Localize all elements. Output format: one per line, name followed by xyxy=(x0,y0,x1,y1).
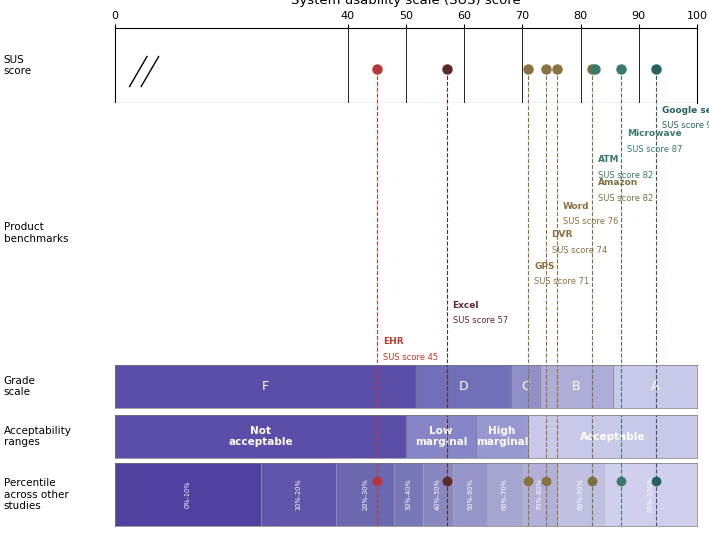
Text: Acceptability
ranges: Acceptability ranges xyxy=(4,426,72,447)
Text: DVR: DVR xyxy=(552,231,573,240)
Text: Not
acceptable: Not acceptable xyxy=(228,426,293,447)
Bar xyxy=(557,463,604,526)
X-axis label: System usability scale (SUS) score: System usability scale (SUS) score xyxy=(291,0,521,7)
Bar xyxy=(510,365,540,408)
Bar xyxy=(406,415,476,458)
Text: 40%-50%: 40%-50% xyxy=(435,478,441,511)
Text: A: A xyxy=(651,380,659,393)
Text: C: C xyxy=(521,380,530,393)
Text: SUS score 82: SUS score 82 xyxy=(598,194,653,203)
Bar xyxy=(528,415,697,458)
Bar xyxy=(452,463,488,526)
Bar xyxy=(115,415,406,458)
Bar xyxy=(416,365,510,408)
Bar xyxy=(523,463,557,526)
Text: SUS score 76: SUS score 76 xyxy=(563,217,618,226)
Text: 0%-10%: 0%-10% xyxy=(185,481,191,508)
Text: SUS score 93: SUS score 93 xyxy=(662,121,709,130)
Text: EHR: EHR xyxy=(383,337,403,346)
Text: Acceptable: Acceptable xyxy=(580,431,645,442)
Text: B: B xyxy=(572,380,581,393)
Text: SUS score 74: SUS score 74 xyxy=(552,246,607,255)
Text: Microwave: Microwave xyxy=(627,129,682,138)
Text: SUS score 82: SUS score 82 xyxy=(598,170,653,179)
Bar xyxy=(336,463,394,526)
Text: ATM: ATM xyxy=(598,155,620,164)
Bar xyxy=(115,463,260,526)
Text: High
marginal: High marginal xyxy=(476,426,528,447)
Text: 60%-70%: 60%-70% xyxy=(502,478,508,511)
Text: D: D xyxy=(459,380,468,393)
Text: SUS score 87: SUS score 87 xyxy=(627,145,683,154)
Text: SUS
score: SUS score xyxy=(4,54,32,76)
Text: Grade
scale: Grade scale xyxy=(4,376,35,397)
Text: F: F xyxy=(262,380,269,393)
Text: 30%-40%: 30%-40% xyxy=(406,478,412,511)
Text: GPS: GPS xyxy=(534,262,554,271)
Bar xyxy=(476,415,528,458)
Text: 70%-80%: 70%-80% xyxy=(537,478,543,511)
Text: 80%-90%: 80%-90% xyxy=(578,478,584,511)
Text: SUS score 45: SUS score 45 xyxy=(383,352,438,362)
Bar xyxy=(115,365,416,408)
Bar xyxy=(260,463,336,526)
Text: 50%-60%: 50%-60% xyxy=(467,478,473,511)
Text: Low
marginal: Low marginal xyxy=(415,426,467,447)
Text: Google search: Google search xyxy=(662,106,709,115)
Bar xyxy=(423,463,452,526)
Text: 10%-20%: 10%-20% xyxy=(296,478,301,511)
Text: Excel: Excel xyxy=(452,301,479,310)
Text: SUS score 57: SUS score 57 xyxy=(452,316,508,325)
Text: 20%-30%: 20%-30% xyxy=(362,478,368,511)
Text: Amazon: Amazon xyxy=(598,178,638,187)
Text: Word: Word xyxy=(563,202,590,211)
Bar xyxy=(488,463,523,526)
Text: Percentile
across other
studies: Percentile across other studies xyxy=(4,478,68,511)
Text: 90%-100%: 90%-100% xyxy=(647,476,654,513)
Bar xyxy=(613,365,697,408)
Bar xyxy=(604,463,697,526)
Text: SUS score 71: SUS score 71 xyxy=(534,277,589,286)
Text: Product
benchmarks: Product benchmarks xyxy=(4,222,68,244)
Bar xyxy=(394,463,423,526)
Bar xyxy=(540,365,613,408)
